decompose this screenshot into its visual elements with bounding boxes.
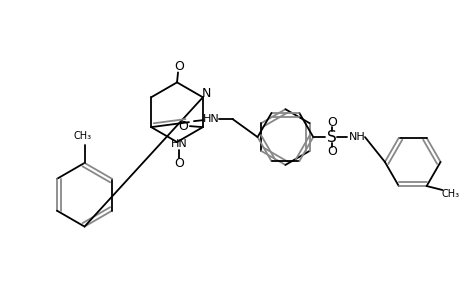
Text: O: O	[326, 146, 336, 158]
Text: O: O	[326, 116, 336, 129]
Text: HN: HN	[170, 139, 187, 149]
Text: CH₃: CH₃	[441, 189, 459, 199]
Text: O: O	[174, 60, 184, 73]
Text: O: O	[178, 120, 187, 133]
Text: S: S	[327, 130, 336, 145]
Text: N: N	[202, 87, 211, 100]
Text: NH: NH	[348, 132, 364, 142]
Text: HN: HN	[202, 114, 219, 124]
Text: CH₃: CH₃	[73, 131, 91, 141]
Text: O: O	[174, 158, 184, 170]
